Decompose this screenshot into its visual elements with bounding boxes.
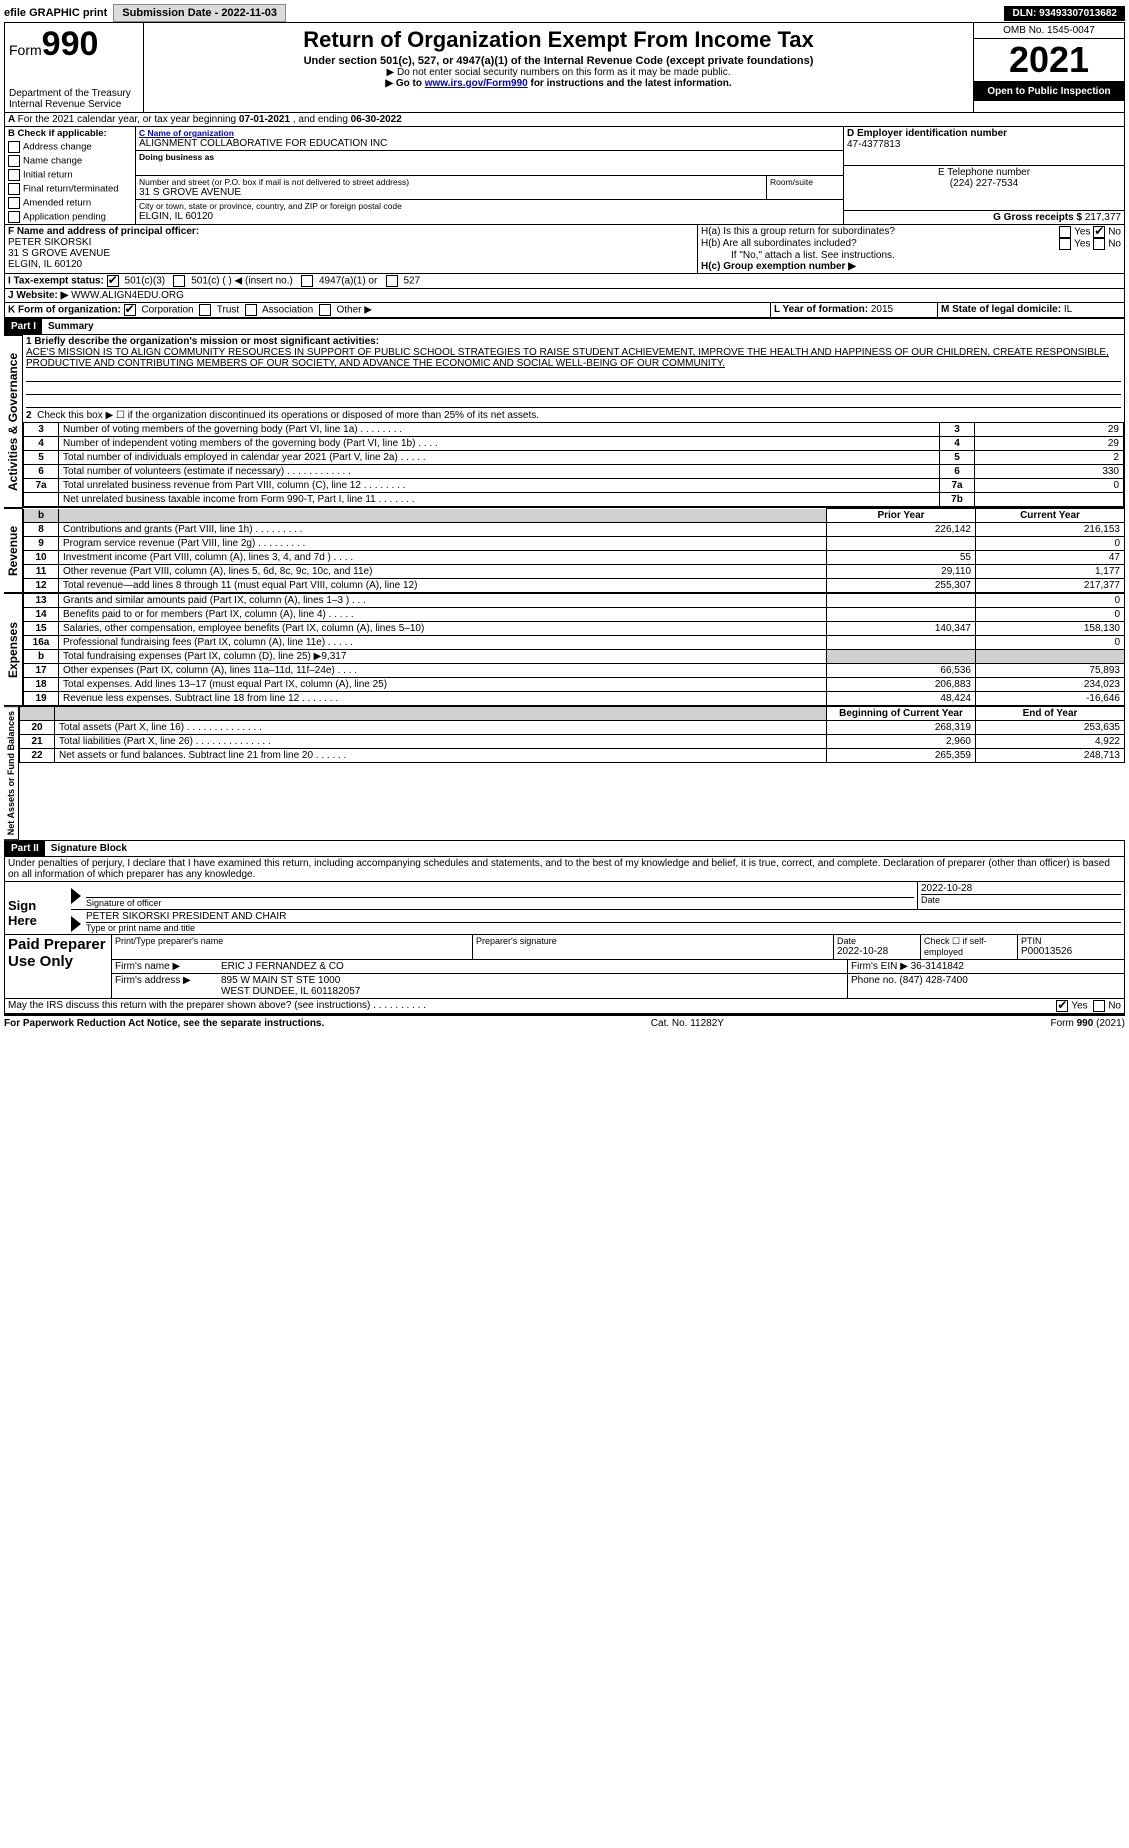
officer-name: PETER SIKORSKI PRESIDENT AND CHAIR [86,911,1121,922]
signature-icon [71,888,81,904]
public-inspection: Open to Public Inspection [974,82,1124,101]
gross-receipts: 217,377 [1085,212,1121,223]
form-subtitle: Under section 501(c), 527, or 4947(a)(1)… [152,55,965,67]
dln-label: DLN: 93493307013682 [1004,6,1125,21]
line-a: A For the 2021 calendar year, or tax yea… [4,113,1125,127]
officer-block: F Name and address of principal officer:… [4,225,1125,274]
efile-label: efile GRAPHIC print [4,7,107,19]
sign-here-block: Sign Here Signature of officer 2022-10-2… [4,882,1125,935]
side-netassets: Net Assets or Fund Balances [4,706,19,840]
paid-preparer-block: Paid Preparer Use Only Print/Type prepar… [4,935,1125,999]
name-label[interactable]: C Name of organization [139,128,840,138]
part2-header: Part II Signature Block [4,840,1125,857]
tax-year: 2021 [974,39,1124,82]
netassets-table: Beginning of Current Year End of Year 20… [19,706,1125,763]
side-revenue: Revenue [4,508,23,593]
part1-header: Part I Summary [4,318,1125,335]
discuss-row: May the IRS discuss this return with the… [4,999,1125,1014]
street: 31 S GROVE AVENUE [139,187,763,198]
identity-block: B Check if applicable: Address change Na… [4,127,1125,225]
footer: For Paperwork Reduction Act Notice, see … [4,1014,1125,1029]
org-name: ALIGNMENT COLLABORATIVE FOR EDUCATION IN… [139,138,840,149]
form-990-label: Form990 [9,25,139,64]
ein: 47-4377813 [847,139,1121,150]
right-id-block: D Employer identification number 47-4377… [843,127,1124,224]
side-expenses: Expenses [4,593,23,706]
irs-link[interactable]: www.irs.gov/Form990 [425,78,528,89]
corporation-checkbox [124,304,136,316]
discuss-yes [1056,1000,1068,1012]
ssn-note: ▶ Do not enter social security numbers o… [152,67,965,78]
jurat: Under penalties of perjury, I declare th… [4,857,1125,882]
form-title: Return of Organization Exempt From Incom… [152,27,965,53]
revenue-table: b Prior Year Current Year 8Contributions… [23,508,1125,593]
side-governance: Activities & Governance [4,335,23,508]
goto-note: ▶ Go to www.irs.gov/Form990 for instruct… [152,78,965,89]
website: WWW.ALIGN4EDU.ORG [71,290,184,301]
section-c: C Name of organization ALIGNMENT COLLABO… [136,127,843,224]
mission-text: ACE'S MISSION IS TO ALIGN COMMUNITY RESO… [26,347,1121,369]
section-b: B Check if applicable: Address change Na… [5,127,136,224]
expenses-table: 13Grants and similar amounts paid (Part … [23,593,1125,706]
group-return-no [1093,226,1105,238]
part1-body: Activities & Governance 1 Briefly descri… [4,335,1125,508]
website-row: J Website: ▶ WWW.ALIGN4EDU.ORG [4,289,1125,303]
governance-table: 3Number of voting members of the governi… [23,422,1124,507]
omb-label: OMB No. 1545-0047 [974,23,1124,39]
501c3-checkbox [107,275,119,287]
top-bar: efile GRAPHIC print Submission Date - 20… [4,4,1125,22]
signature-icon [71,916,81,932]
form-header: Form990 Department of the Treasury Inter… [4,22,1125,113]
form-org-row: K Form of organization: Corporation Trus… [4,303,1125,318]
dept-label: Department of the Treasury Internal Reve… [9,88,139,110]
submission-date-button[interactable]: Submission Date - 2022-11-03 [113,4,286,22]
city: ELGIN, IL 60120 [139,211,840,222]
phone: (224) 227-7534 [847,178,1121,189]
tax-status-row: I Tax-exempt status: 501(c)(3) 501(c) ( … [4,274,1125,289]
